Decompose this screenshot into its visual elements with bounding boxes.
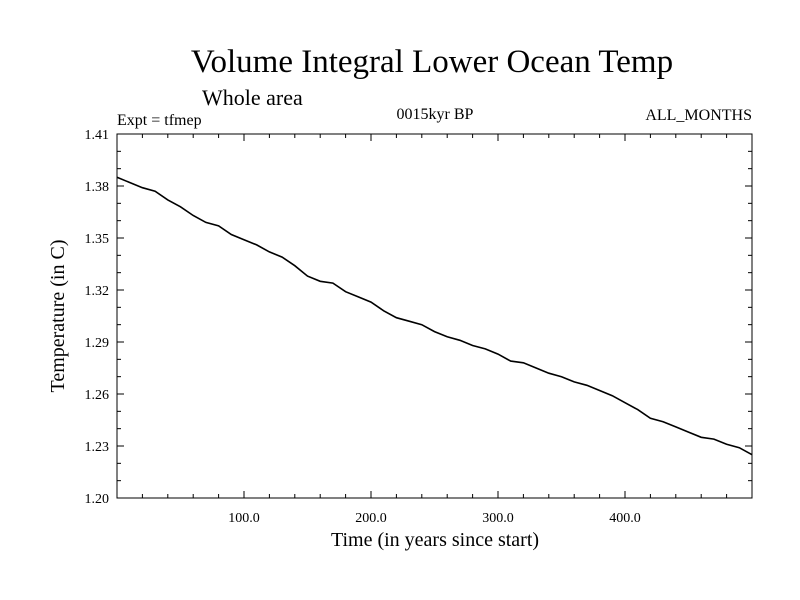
period-label: 0015kyr BP (397, 106, 474, 123)
y-tick-label: 1.29 (85, 336, 110, 351)
y-tick-label: 1.26 (85, 388, 110, 403)
months-label: ALL_MONTHS (645, 107, 752, 124)
x-tick-label: 200.0 (355, 511, 387, 526)
y-tick-label: 1.38 (85, 180, 110, 195)
x-tick-label: 100.0 (228, 511, 260, 526)
x-axis-label: Time (in years since start) (331, 529, 539, 551)
y-tick-label: 1.41 (85, 128, 110, 143)
y-tick-label: 1.20 (85, 492, 110, 507)
x-tick-label: 300.0 (482, 511, 514, 526)
x-tick-label: 400.0 (609, 511, 641, 526)
chart-subtitle: Whole area (202, 85, 303, 110)
x-axis: 100.0 200.0 300.0 400.0 (141, 134, 728, 526)
y-tick-label: 1.35 (85, 232, 110, 247)
y-axis: 1.20 1.23 1.26 1.29 1.32 1.35 1.38 1.41 (85, 128, 752, 507)
expt-label: Expt = tfmep (117, 112, 202, 129)
series-line (116, 176, 753, 456)
plot-frame (116, 133, 753, 499)
y-tick-label: 1.32 (85, 284, 110, 299)
y-tick-label: 1.23 (85, 440, 110, 455)
chart-title: Volume Integral Lower Ocean Temp (191, 44, 673, 80)
y-axis-label: Temperature (in C) (47, 240, 69, 393)
